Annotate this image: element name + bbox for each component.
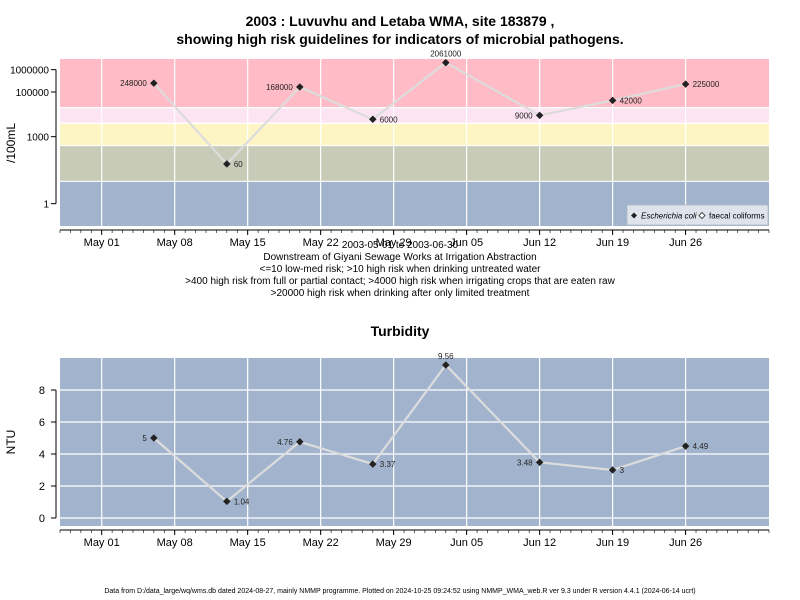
y-tick-label: 1000 [27,133,50,144]
chart-title-line-2: showing high risk guidelines for indicat… [176,31,624,47]
data-label: 9000 [515,111,533,120]
data-point [441,361,450,369]
data-label: 3.48 [517,458,533,467]
data-label: 5 [142,434,147,443]
data-label: 168000 [266,83,293,92]
turbidity-title: Turbidity [370,323,430,339]
x-tick-label: May 15 [230,537,266,549]
guideline-note-contact-irrigation: >400 high risk from full or partial cont… [185,276,615,287]
footer-note: Data from D:/data_large/wq/wms.db dated … [104,588,696,595]
x-tick-label: Jun 26 [669,537,702,549]
data-label: 225000 [693,80,720,89]
data-point [222,497,231,506]
microbial-chart: May 01 May 08 May 15 May 22 May 29 Jun 05 Jun … [10,50,770,249]
x-tick-label: May 01 [84,237,120,249]
risk-band [60,59,769,108]
x-tick-label: Jun 05 [450,537,483,549]
data-label: 1.04 [234,497,250,506]
data-label: 4.76 [277,438,293,447]
guideline-note-drinking: <=10 low-med risk; >10 high risk when dr… [259,264,541,275]
legend-label-faecal-coliforms: faecal coliforms [709,212,765,221]
data-label: 3 [620,466,625,475]
x-tick-label: May 29 [376,537,412,549]
y-tick-label: 1 [43,200,49,211]
x-tick-label: May 15 [230,237,266,249]
guideline-note-limited-treatment: >20000 high risk when drinking after onl… [270,288,530,299]
x-tick-label: May 22 [303,237,339,249]
turbidity-chart: May 01 May 08 May 15 May 22 May 29 Jun 05 Jun … [39,352,770,549]
data-point [608,466,617,474]
x-tick-label: Jun 05 [450,237,483,249]
legend-marker-e-coli [631,212,637,219]
y-tick-label: 1000000 [10,66,49,77]
legend-marker-faecal-coliforms [698,211,706,220]
data-point [681,442,690,451]
data-point [149,79,158,88]
legend-box [626,204,769,226]
x-tick-label: Jun 12 [523,537,556,549]
risk-band [60,123,769,146]
y-tick-label: 6 [39,417,45,429]
data-point [368,460,377,468]
data-label: 248000 [120,79,147,88]
y-tick-label: 100000 [16,88,50,99]
x-tick-label: May 01 [84,537,120,549]
data-point [295,83,304,91]
data-label: 6000 [380,115,398,124]
chart-title-line-1: 2003 : Luvuvhu and Letaba WMA, site 1838… [245,13,555,29]
data-label: 2061000 [430,50,462,59]
risk-band [60,145,769,182]
data-point [535,458,544,467]
data-point [295,437,304,446]
data-label: 3.37 [380,460,396,469]
turbidity-y-axis-label: NTU [4,429,18,455]
data-label: 4.49 [693,442,709,451]
data-point [535,111,544,120]
series-line [153,363,686,503]
site-description: Downstream of Giyani Sewage Works at Irr… [263,252,537,263]
risk-band [60,107,769,124]
x-tick-label: Jun 19 [596,237,629,249]
x-tick-label: Jun 19 [596,537,629,549]
y-tick-label: 2 [39,481,45,493]
data-point [222,160,231,168]
plot-background [60,358,769,526]
x-tick-label: Jun 12 [523,237,556,249]
data-point [441,58,450,67]
data-label: 42000 [620,96,643,105]
y-tick-label: 0 [39,513,45,525]
data-point [681,80,690,88]
x-tick-label: May 08 [157,537,193,549]
data-label: 9.56 [438,352,454,361]
x-tick-label: May 08 [157,237,193,249]
legend-label-e-coli: Escherichia coli [641,212,697,221]
date-range-label: 2003-05-01 to 2003-06-30 [341,240,459,251]
x-tick-label: May 29 [376,237,412,249]
data-label: 60 [234,160,243,169]
data-point [608,96,617,105]
x-tick-label: Jun 26 [669,237,702,249]
data-point [368,115,377,124]
x-tick-label: May 22 [303,537,339,549]
data-point [149,434,158,442]
y-tick-label: 4 [39,449,45,461]
series-line [152,61,686,166]
y-tick-label: 8 [39,385,45,397]
